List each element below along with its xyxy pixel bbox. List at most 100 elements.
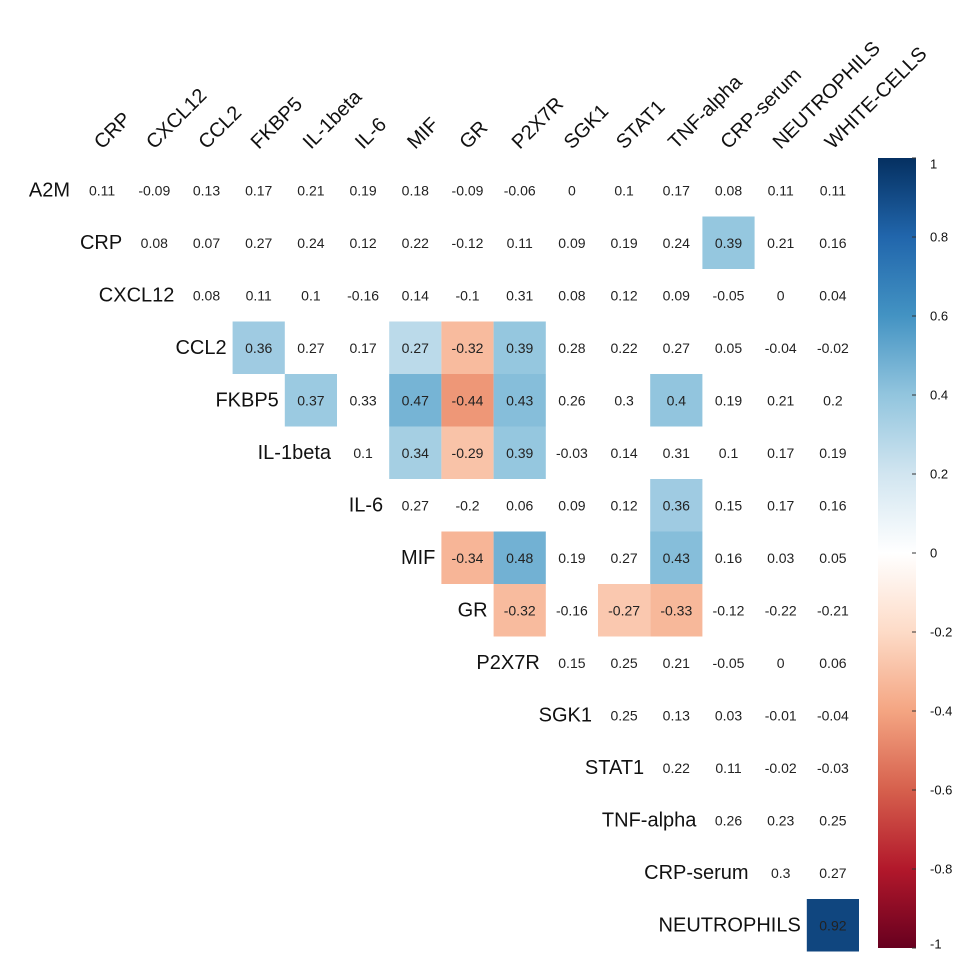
cell-value: 0.27 bbox=[297, 340, 324, 356]
column-label: MIF bbox=[403, 114, 443, 154]
cell-value: 0.18 bbox=[402, 182, 429, 198]
cell-value: 0.11 bbox=[715, 760, 741, 776]
cell-value: 0.08 bbox=[141, 235, 168, 251]
heatmap-cell bbox=[493, 426, 546, 479]
column-label: CRP bbox=[90, 108, 135, 153]
cell-value: 0.17 bbox=[767, 497, 794, 513]
cell-value: 0.15 bbox=[715, 497, 742, 513]
colorbar-tick-label: 0.4 bbox=[930, 388, 948, 403]
column-label: CCL2 bbox=[194, 102, 246, 154]
cell-value: 0.14 bbox=[610, 445, 637, 461]
heatmap-cell bbox=[389, 426, 442, 479]
row-label: IL-1beta bbox=[258, 442, 332, 464]
heatmap-cell bbox=[650, 531, 703, 584]
column-label: IL-6 bbox=[351, 114, 391, 154]
cell-value: 0.16 bbox=[819, 497, 846, 513]
cell-value: -0.27 bbox=[608, 602, 640, 618]
cell-value: -0.01 bbox=[765, 707, 797, 723]
colorbar-tick-label: 0.8 bbox=[930, 230, 948, 245]
heatmap-cell bbox=[650, 479, 703, 532]
cell-value: 0.05 bbox=[819, 550, 846, 566]
column-label: FKBP5 bbox=[247, 93, 307, 153]
heatmap-cell bbox=[493, 584, 546, 637]
cell-value: 0.11 bbox=[507, 235, 533, 251]
cell-value: 0.21 bbox=[767, 392, 794, 408]
heatmap-cell bbox=[441, 426, 494, 479]
row-label: GR bbox=[458, 599, 488, 621]
cell-value: -0.32 bbox=[504, 602, 536, 618]
row-label: STAT1 bbox=[585, 757, 644, 779]
cell-value: 0.21 bbox=[297, 182, 324, 198]
cell-value: 0.36 bbox=[663, 497, 690, 513]
cell-value: 0.92 bbox=[819, 917, 846, 933]
cell-value: 0.08 bbox=[193, 287, 220, 303]
row-label: SGK1 bbox=[539, 704, 592, 726]
cell-value: -0.09 bbox=[138, 182, 170, 198]
cell-value: 0.47 bbox=[402, 392, 429, 408]
cell-value: 0.19 bbox=[819, 445, 846, 461]
cell-value: -0.22 bbox=[765, 602, 797, 618]
cell-value: 0.19 bbox=[349, 182, 376, 198]
cell-value: 0.19 bbox=[558, 550, 585, 566]
cell-value: 0.27 bbox=[610, 550, 637, 566]
cell-value: 0.1 bbox=[614, 182, 634, 198]
cell-value: 0.15 bbox=[558, 655, 585, 671]
colorbar-tick-label: -0.2 bbox=[930, 625, 952, 640]
cell-value: 0.04 bbox=[819, 287, 846, 303]
colorbar-tick-label: -0.6 bbox=[930, 783, 952, 798]
cell-value: 0.03 bbox=[767, 550, 794, 566]
cell-value: 0.14 bbox=[402, 287, 429, 303]
row-label: A2M bbox=[29, 179, 70, 201]
row-label: CXCL12 bbox=[99, 284, 175, 306]
cell-value: 0.27 bbox=[245, 235, 272, 251]
heatmap-cell bbox=[806, 899, 859, 952]
heatmap-cell bbox=[493, 531, 546, 584]
cell-value: 0.11 bbox=[768, 182, 794, 198]
cell-value: 0.4 bbox=[667, 392, 687, 408]
cell-value: 0.09 bbox=[663, 287, 690, 303]
cell-value: 0.17 bbox=[663, 182, 690, 198]
row-label: P2X7R bbox=[476, 652, 539, 674]
colorbar: 1 0.8 0.6 0.4 0.2 0 -0.2 -0.4 -0.6 -0.8 -1 bbox=[878, 157, 952, 952]
cell-value: 0.09 bbox=[558, 235, 585, 251]
colorbar-tick-label: -0.4 bbox=[930, 704, 952, 719]
cell-value: 0.06 bbox=[819, 655, 846, 671]
cell-value: 0.3 bbox=[614, 392, 634, 408]
cell-value: 0.11 bbox=[89, 182, 115, 198]
cell-value: 0 bbox=[777, 287, 785, 303]
cell-value: 0.27 bbox=[663, 340, 690, 356]
cell-value: 0.24 bbox=[663, 235, 690, 251]
cell-value: 0.16 bbox=[715, 550, 742, 566]
cell-value: 0.11 bbox=[820, 182, 846, 198]
cell-value: 0.05 bbox=[715, 340, 742, 356]
cell-value: 0.2 bbox=[823, 392, 843, 408]
heatmap-grid: A2M 0.11 -0.09 0.13 0.17 0.21 0.19 0.18 -0.09 -0.… bbox=[29, 179, 859, 952]
heatmap-cell bbox=[702, 216, 755, 269]
cell-value: 0.39 bbox=[715, 235, 742, 251]
heatmap-cell bbox=[441, 374, 494, 427]
cell-value: 0.13 bbox=[663, 707, 690, 723]
cell-value: 0.06 bbox=[506, 497, 533, 513]
cell-value: 0.48 bbox=[506, 550, 533, 566]
cell-value: -0.04 bbox=[765, 340, 797, 356]
heatmap-cell bbox=[598, 584, 651, 637]
cell-value: 0.07 bbox=[193, 235, 220, 251]
cell-value: -0.09 bbox=[452, 182, 484, 198]
column-label: P2X7R bbox=[508, 93, 568, 153]
cell-value: -0.02 bbox=[765, 760, 797, 776]
cell-value: 0.03 bbox=[715, 707, 742, 723]
cell-value: -0.02 bbox=[817, 340, 849, 356]
cell-value: 0.23 bbox=[767, 812, 794, 828]
cell-value: -0.33 bbox=[660, 602, 692, 618]
cell-value: 0.3 bbox=[771, 865, 791, 881]
cell-value: -0.03 bbox=[556, 445, 588, 461]
row-label: MIF bbox=[401, 547, 435, 569]
cell-value: 0.26 bbox=[715, 812, 742, 828]
cell-value: 0.43 bbox=[506, 392, 533, 408]
colorbar-tick-label: -0.8 bbox=[930, 862, 952, 877]
cell-value: -0.05 bbox=[713, 655, 745, 671]
cell-value: 0.21 bbox=[767, 235, 794, 251]
heatmap-cell bbox=[389, 321, 442, 374]
colorbar-tick-label: 1 bbox=[930, 157, 937, 172]
